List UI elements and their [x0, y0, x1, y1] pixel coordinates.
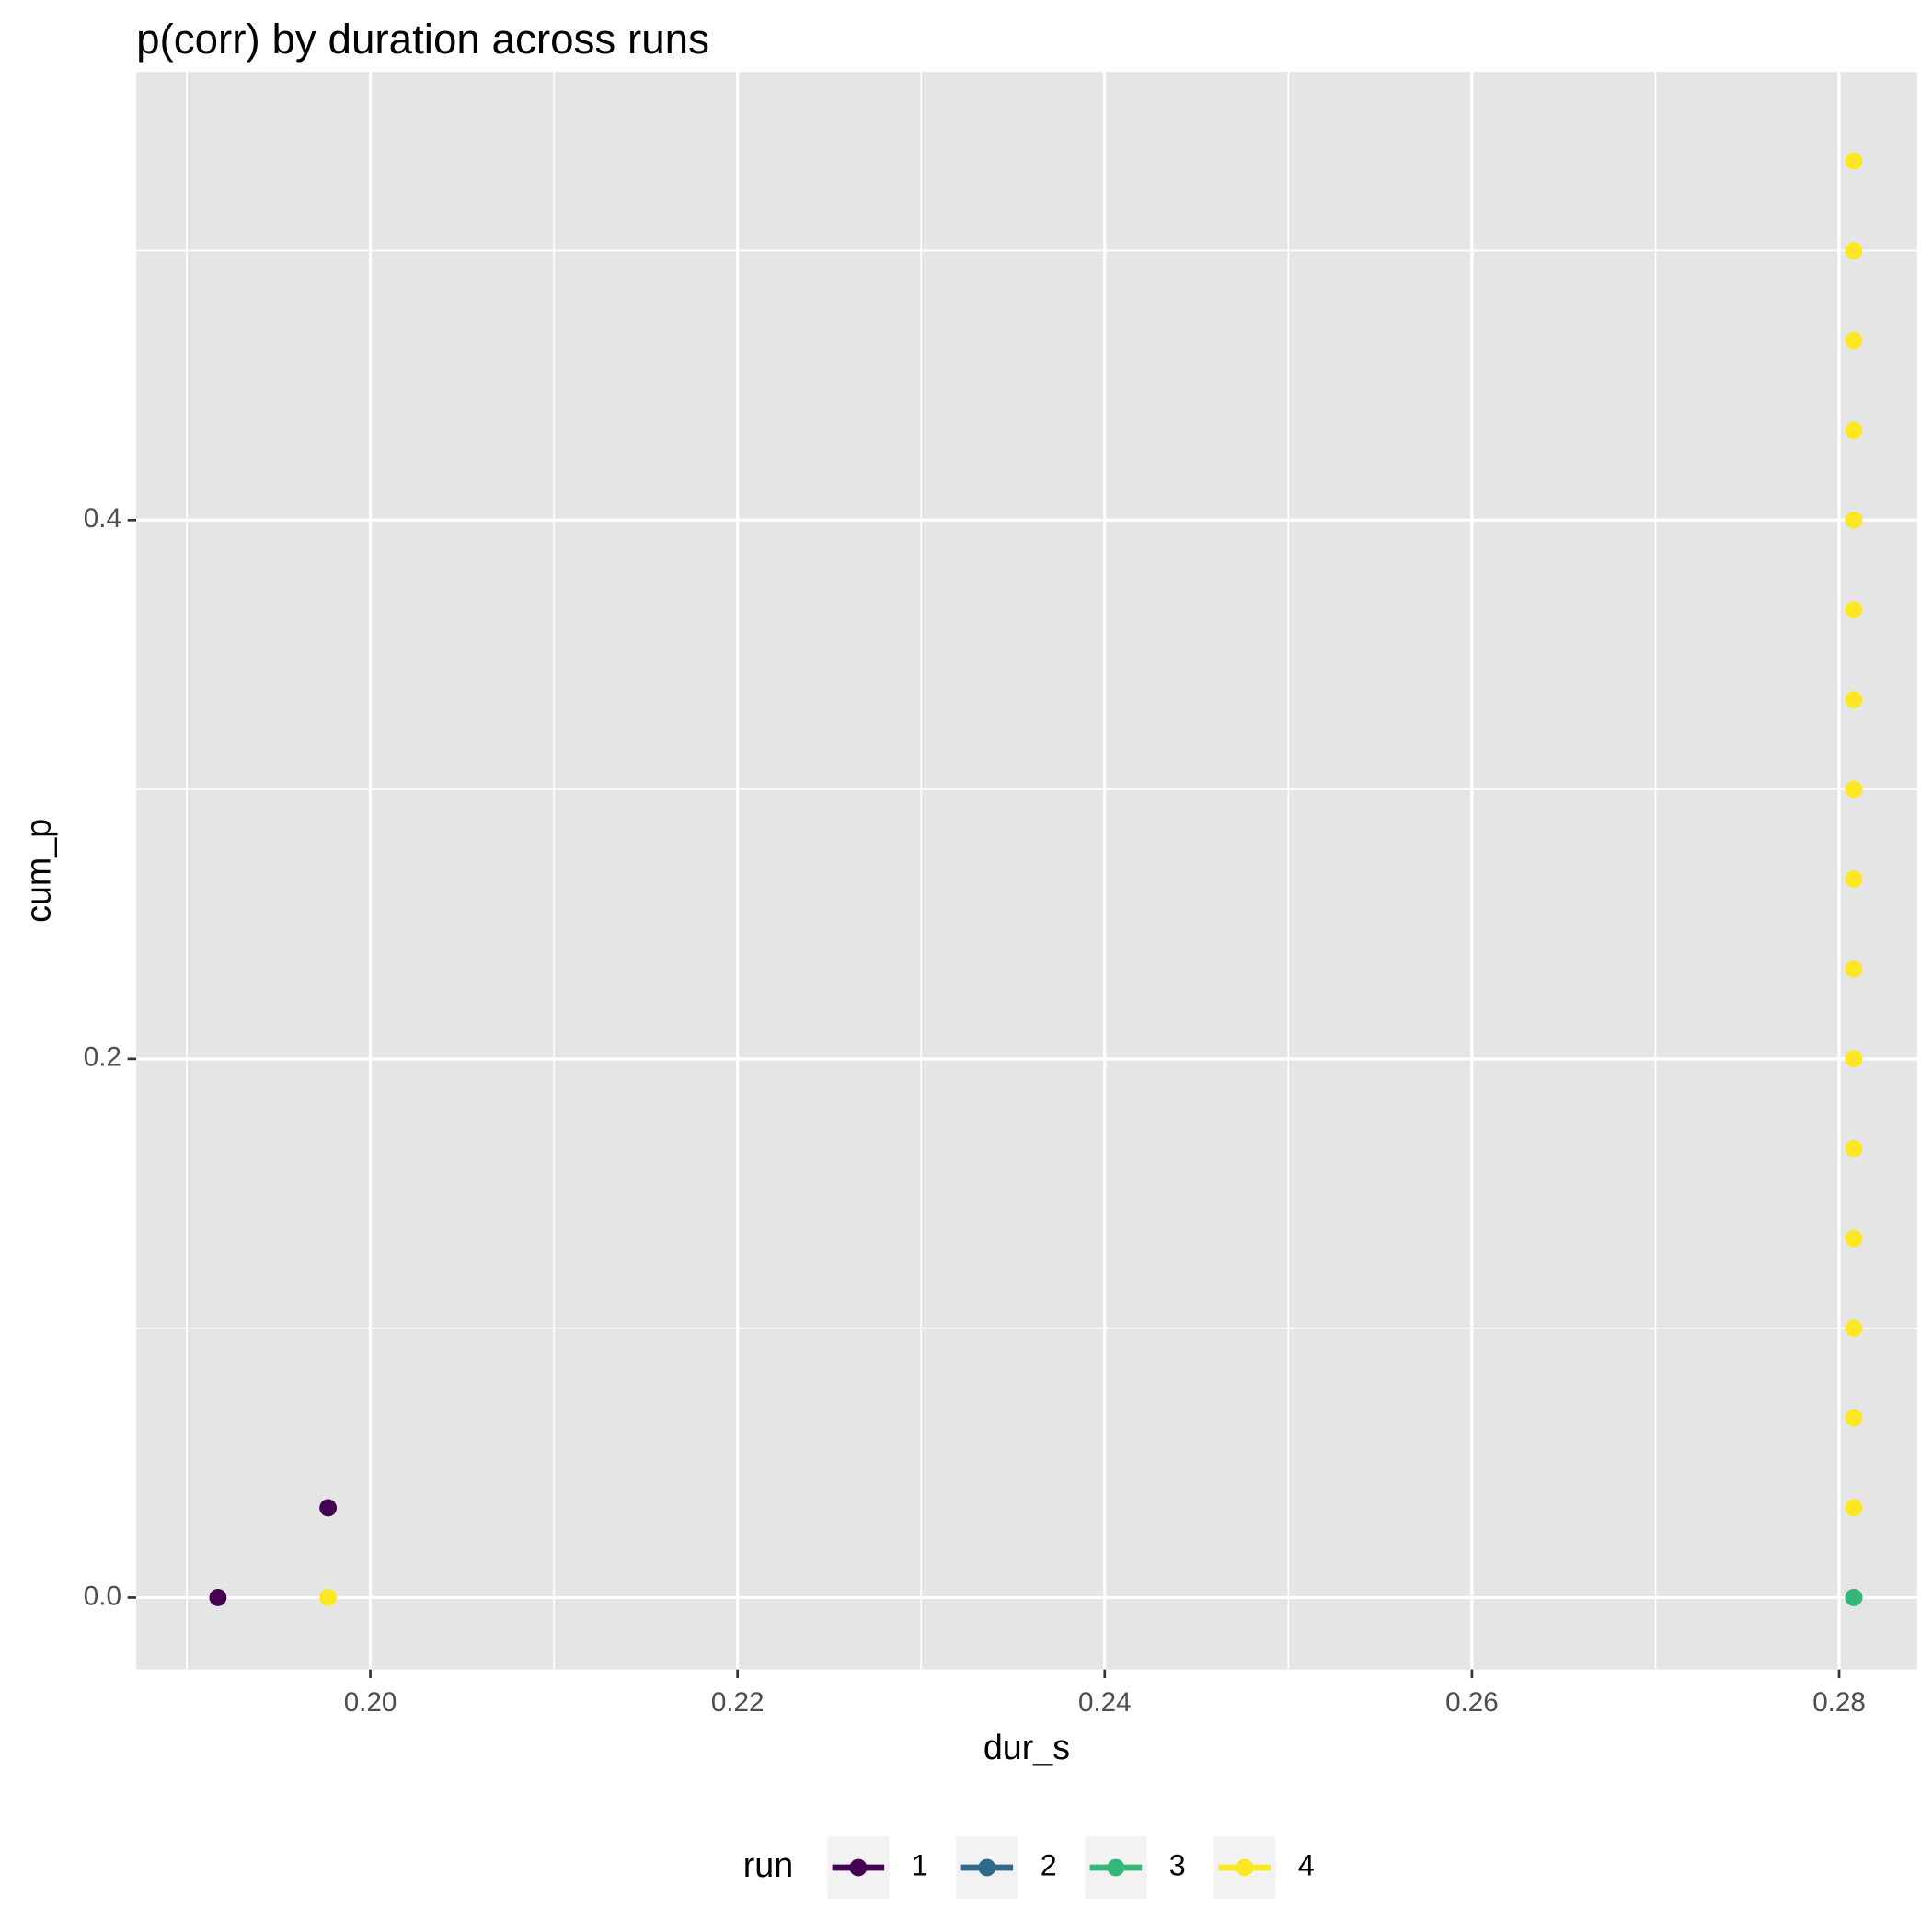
y-axis-label: cum_p — [18, 819, 57, 923]
y-tick-label: 0.4 — [84, 503, 121, 534]
legend-label: 4 — [1298, 1849, 1315, 1882]
point — [1845, 152, 1863, 170]
plot-panel — [136, 72, 1917, 1670]
point — [319, 1589, 338, 1606]
marks — [209, 152, 1863, 1606]
point — [209, 1589, 227, 1606]
y-tick-label: 0.2 — [84, 1042, 121, 1073]
point — [1845, 1139, 1863, 1157]
grid — [136, 72, 1917, 1670]
point — [1845, 242, 1863, 259]
point — [1845, 1050, 1863, 1068]
legend-point — [1107, 1858, 1125, 1877]
point — [1845, 601, 1863, 619]
legend-label: 3 — [1169, 1849, 1186, 1882]
legend: run 1 2 3 4 — [743, 1836, 1315, 1899]
point — [1845, 1319, 1863, 1338]
legend-point — [1236, 1858, 1254, 1877]
point — [1845, 1499, 1863, 1517]
x-tick-label: 0.28 — [1812, 1687, 1866, 1718]
y-tick-label: 0.0 — [84, 1581, 121, 1611]
point — [1845, 421, 1863, 440]
x-tick-label: 0.24 — [1078, 1687, 1132, 1718]
point — [1845, 1409, 1863, 1427]
point — [1845, 780, 1863, 799]
point — [1845, 511, 1863, 529]
legend-point — [978, 1858, 996, 1877]
x-tick-label: 0.22 — [711, 1687, 765, 1718]
point — [1845, 870, 1863, 888]
chart-title: p(corr) by duration across runs — [136, 16, 709, 63]
x-tick-label: 0.26 — [1445, 1687, 1499, 1718]
point — [1845, 1229, 1863, 1248]
legend-label: 1 — [912, 1849, 928, 1882]
point — [1845, 691, 1863, 708]
x-axis-label: dur_s — [983, 1728, 1070, 1766]
point — [319, 1499, 338, 1517]
legend-title: run — [743, 1846, 793, 1884]
point — [1845, 1589, 1863, 1606]
legend-label: 2 — [1041, 1849, 1057, 1882]
point — [1845, 331, 1863, 350]
x-tick-label: 0.20 — [344, 1687, 397, 1718]
point — [1845, 960, 1863, 978]
legend-point — [849, 1858, 868, 1877]
